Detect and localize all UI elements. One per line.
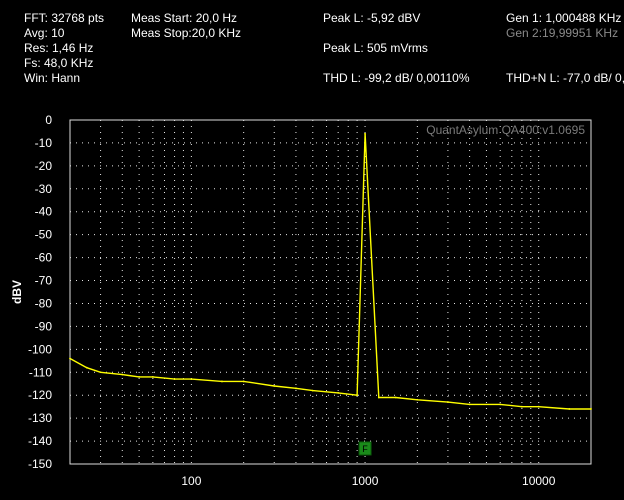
data-point xyxy=(121,373,124,376)
y-tick-label: -20 xyxy=(35,159,53,173)
thd-label: THD L: -99,2 dB/ 0,00110% xyxy=(323,71,470,85)
averages-label: Avg: 10 xyxy=(24,26,65,40)
x-tick-label: 10000 xyxy=(522,474,556,488)
y-tick-label: -70 xyxy=(35,274,53,288)
meas-start-label: Meas Start: 20,0 Hz xyxy=(131,11,238,25)
data-point xyxy=(377,396,380,399)
meas-stop-label: Meas Stop:20,0 KHz xyxy=(131,26,242,40)
y-tick-label: -90 xyxy=(35,319,53,333)
data-point xyxy=(138,375,141,378)
x-axis-ticks: 100 1000 10000 xyxy=(181,474,555,488)
peak-dbv-label: Peak L: -5,92 dBV xyxy=(323,11,421,25)
y-tick-label: 0 xyxy=(45,113,52,127)
fundamental-marker[interactable]: F xyxy=(358,441,372,456)
data-point xyxy=(295,387,297,390)
y-axis-label: dBV xyxy=(10,280,24,304)
marker-box[interactable] xyxy=(358,441,372,456)
y-tick-label: -130 xyxy=(28,411,52,425)
data-point xyxy=(499,403,502,406)
y-tick-label: -80 xyxy=(35,296,53,310)
data-point xyxy=(151,375,154,378)
thdn-label: THD+N L: -77,0 dB/ 0,01 xyxy=(506,71,624,85)
data-point xyxy=(447,401,449,403)
data-point xyxy=(468,403,471,406)
window-label: Win: Hann xyxy=(24,71,81,85)
y-tick-label: -100 xyxy=(28,342,52,356)
data-point xyxy=(394,396,397,399)
y-tick-label: -50 xyxy=(35,228,53,242)
gen1-label: Gen 1: 1,000488 KHz xyxy=(506,11,622,25)
y-axis-ticks: 0 -10 -20 -30 -40 -50 -60 -70 -80 -90 -100 -110 -120… xyxy=(28,113,52,471)
data-point xyxy=(99,371,102,374)
watermark-text: QuantAsylum QA400:v1.0695 xyxy=(426,123,585,137)
x-tick-label: 1000 xyxy=(352,474,379,488)
data-point xyxy=(364,132,366,135)
data-point xyxy=(337,392,340,394)
data-point xyxy=(190,378,193,381)
data-point xyxy=(242,380,245,383)
data-point xyxy=(356,394,359,397)
data-point xyxy=(520,405,523,408)
y-tick-label: -120 xyxy=(28,388,52,402)
y-tick-label: -150 xyxy=(28,457,52,471)
series-line xyxy=(69,133,591,410)
x-tick-label: 100 xyxy=(181,474,201,488)
peak-mvrms-label: Peak L: 505 mVrms xyxy=(323,41,428,55)
data-point xyxy=(85,366,88,369)
plot-frame xyxy=(69,119,592,465)
y-tick-label: -110 xyxy=(29,365,52,379)
data-point xyxy=(311,389,314,392)
resolution-label: Res: 1,46 Hz xyxy=(24,41,94,55)
data-point xyxy=(221,380,223,383)
fft-size-label: FFT: 32768 pts xyxy=(24,11,105,25)
sample-rate-label: Fs: 48,0 KHz xyxy=(24,56,94,70)
data-point xyxy=(173,378,176,381)
y-tick-label: -60 xyxy=(35,251,53,265)
data-point xyxy=(590,408,592,410)
data-point xyxy=(69,357,71,360)
data-point xyxy=(273,385,276,387)
marker-label: F xyxy=(362,444,368,454)
series-group xyxy=(69,132,592,410)
y-tick-label: -40 xyxy=(35,205,53,219)
data-point xyxy=(416,398,419,401)
data-point xyxy=(537,405,540,408)
data-point xyxy=(568,408,571,410)
gen2-label: Gen 2:19,99951 KHz xyxy=(506,26,619,40)
grid-lines xyxy=(70,120,591,464)
y-tick-label: -140 xyxy=(28,434,52,448)
y-tick-label: -10 xyxy=(35,136,53,150)
y-tick-label: -30 xyxy=(35,182,53,196)
